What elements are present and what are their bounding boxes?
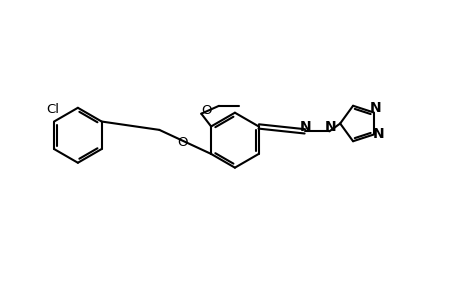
Text: N: N <box>299 120 311 134</box>
Text: Cl: Cl <box>46 103 60 116</box>
Text: N: N <box>372 128 384 142</box>
Text: N: N <box>369 101 381 115</box>
Text: O: O <box>201 104 211 117</box>
Text: N: N <box>324 120 336 134</box>
Text: O: O <box>177 136 187 149</box>
